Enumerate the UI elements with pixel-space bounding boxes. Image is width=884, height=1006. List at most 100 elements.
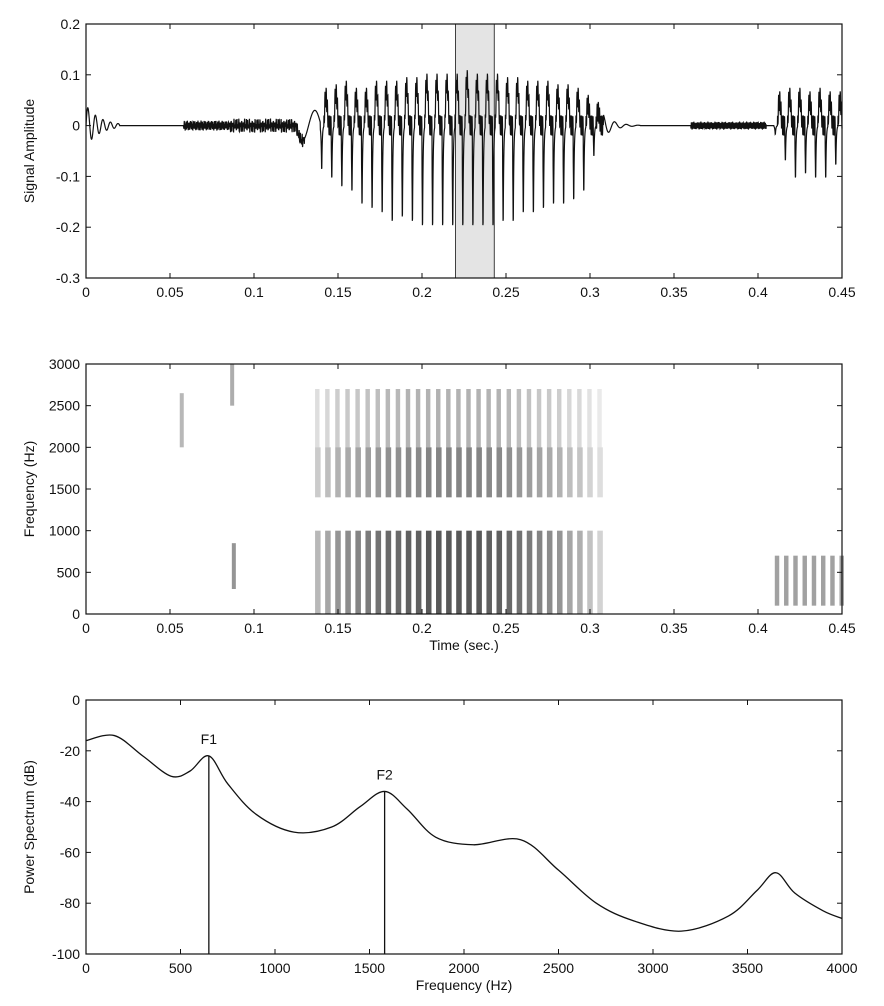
striation-mid	[577, 447, 583, 498]
y-tick-label: -60	[60, 844, 80, 860]
y-tick-label: -20	[60, 743, 80, 759]
striation-top	[415, 389, 421, 448]
striation-low	[556, 530, 563, 614]
striation-low	[446, 530, 452, 614]
striation-mid	[425, 447, 432, 498]
y-axis-label: Signal Amplitude	[21, 99, 37, 204]
x-tick-label: 1000	[259, 960, 290, 976]
striation-low	[577, 530, 583, 614]
striation-mid	[436, 447, 442, 498]
spectrogram-mark	[830, 555, 835, 606]
spectrogram-mark	[784, 555, 789, 606]
striation-low	[526, 530, 533, 614]
striation-low	[567, 530, 573, 614]
y-tick-label: 1000	[49, 523, 80, 539]
striation-mid	[415, 447, 422, 498]
y-axis-label: Power Spectrum (dB)	[21, 760, 37, 894]
spectrogram-panel: Frequency (Hz) Time (sec.) 0 0.05 0.1 0.15 0…	[21, 356, 856, 653]
striation-top	[345, 389, 350, 448]
x-tick-label: 0.25	[492, 284, 519, 300]
striation-top	[425, 389, 431, 448]
striation-mid	[486, 447, 492, 498]
x-tick-label: 4000	[826, 960, 857, 976]
striation-top	[355, 389, 360, 448]
x-tick-label: 0.2	[412, 284, 432, 300]
x-tick-label: 0.45	[828, 284, 855, 300]
striation-top	[476, 389, 481, 448]
striation-top	[597, 389, 602, 448]
striation-low	[546, 530, 553, 614]
x-tick-label: 0.1	[244, 620, 264, 636]
striation-top	[506, 389, 512, 448]
striation-mid	[476, 447, 482, 498]
striation-mid	[526, 447, 533, 498]
x-tick-label: 1500	[354, 960, 385, 976]
x-tick-label: 0.05	[156, 620, 183, 636]
x-tick-label: 0.25	[492, 620, 519, 636]
striation-mid	[466, 447, 472, 498]
striation-mid	[516, 447, 523, 498]
striation-low	[516, 530, 523, 614]
y-tick-label: 2500	[49, 398, 80, 414]
spectrogram-mark	[793, 555, 798, 606]
striation-low	[486, 530, 492, 614]
striation-mid	[446, 447, 452, 498]
striation-mid	[506, 447, 513, 498]
plot-frame	[85, 363, 843, 615]
highlight-window	[455, 23, 495, 279]
y-tick-label: 3000	[49, 356, 80, 372]
y-tick-label: 0.2	[61, 16, 81, 32]
x-tick-label: 0.3	[580, 620, 600, 636]
striation-mid	[395, 447, 402, 498]
striation-mid	[536, 447, 543, 498]
striation-low	[425, 530, 432, 614]
signal-amplitude-panel: Signal Amplitude 0 0.05 0.1 0.15 0.2 0.25 0.3 0…	[21, 16, 856, 300]
striation-low	[436, 530, 442, 614]
striation-top	[556, 389, 562, 448]
power-spectrum-line	[85, 734, 843, 932]
striation-mid	[456, 447, 462, 498]
striation-low	[456, 530, 462, 614]
x-tick-label: 0.2	[412, 620, 432, 636]
striation-top	[456, 389, 461, 448]
striation-top	[546, 389, 552, 448]
spectrogram-mark	[179, 393, 184, 448]
striation-top	[335, 389, 340, 448]
striation-mid	[335, 447, 341, 498]
striation-mid	[496, 447, 503, 498]
spectrogram-mark	[811, 555, 817, 606]
striation-low	[385, 530, 392, 614]
x-tick-label: 0.3	[580, 284, 600, 300]
x-tick-label: 2000	[448, 960, 479, 976]
x-tick-label: 0	[82, 960, 90, 976]
spectrogram-marks	[179, 364, 844, 614]
x-tick-label: 0.4	[748, 620, 768, 636]
x-tick-label: 0.15	[324, 620, 351, 636]
x-tick-label: 0.15	[324, 284, 351, 300]
striation-mid	[365, 447, 372, 498]
striation-mid	[556, 447, 563, 498]
spectrogram-mark	[774, 555, 780, 606]
striation-low	[325, 530, 331, 614]
striation-top	[385, 389, 391, 448]
x-tick-label: 0	[82, 284, 90, 300]
formant-label: F1	[201, 731, 218, 747]
x-tick-label: 0.35	[660, 284, 687, 300]
x-axis-label: Frequency (Hz)	[416, 977, 512, 993]
striation-mid	[597, 447, 603, 498]
striation-low	[395, 530, 402, 614]
y-tick-label: 0	[72, 606, 80, 622]
striation-top	[587, 389, 592, 448]
y-tick-label: -40	[60, 794, 80, 810]
striation-mid	[546, 447, 553, 498]
striation-low	[466, 530, 472, 614]
striation-low	[345, 530, 351, 614]
striation-top	[526, 389, 532, 448]
striation-top	[536, 389, 542, 448]
striation-top	[315, 389, 320, 448]
x-tick-label: 0.4	[748, 284, 768, 300]
striation-low	[496, 530, 503, 614]
x-axis-label: Time (sec.)	[429, 637, 498, 653]
striation-low	[506, 530, 513, 614]
spectrogram-mark	[231, 543, 236, 589]
